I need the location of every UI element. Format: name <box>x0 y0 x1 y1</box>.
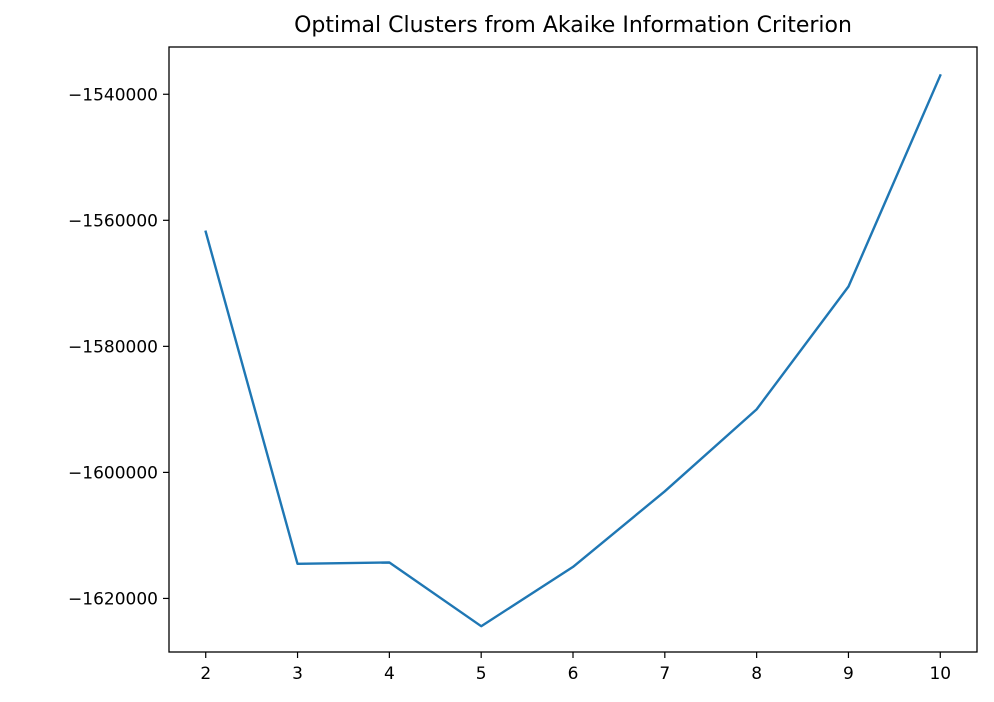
y-tick-label: −1540000 <box>68 85 158 105</box>
plot-frame <box>168 46 978 653</box>
x-axis-ticks: 2 3 4 5 6 7 8 9 10 <box>200 652 951 684</box>
series-line <box>204 73 942 628</box>
x-tick-label: 8 <box>751 664 762 684</box>
x-tick-label: 2 <box>200 664 211 684</box>
x-tick-label: 7 <box>659 664 670 684</box>
x-tick-label: 9 <box>843 664 854 684</box>
x-tick-label: 4 <box>384 664 395 684</box>
y-tick-label: −1620000 <box>68 589 158 609</box>
y-tick-label: −1560000 <box>68 211 158 231</box>
x-tick-label: 5 <box>476 664 487 684</box>
y-axis-ticks: −1620000 −1600000 −1580000 −1560000 −1540000 <box>68 85 169 609</box>
x-tick-label: 6 <box>568 664 579 684</box>
series-layer <box>204 73 942 628</box>
y-tick-label: −1580000 <box>68 337 158 357</box>
x-tick-label: 10 <box>929 664 951 684</box>
x-tick-label: 3 <box>292 664 303 684</box>
y-tick-label: −1600000 <box>68 463 158 483</box>
chart-title: Optimal Clusters from Akaike Information… <box>294 13 852 38</box>
